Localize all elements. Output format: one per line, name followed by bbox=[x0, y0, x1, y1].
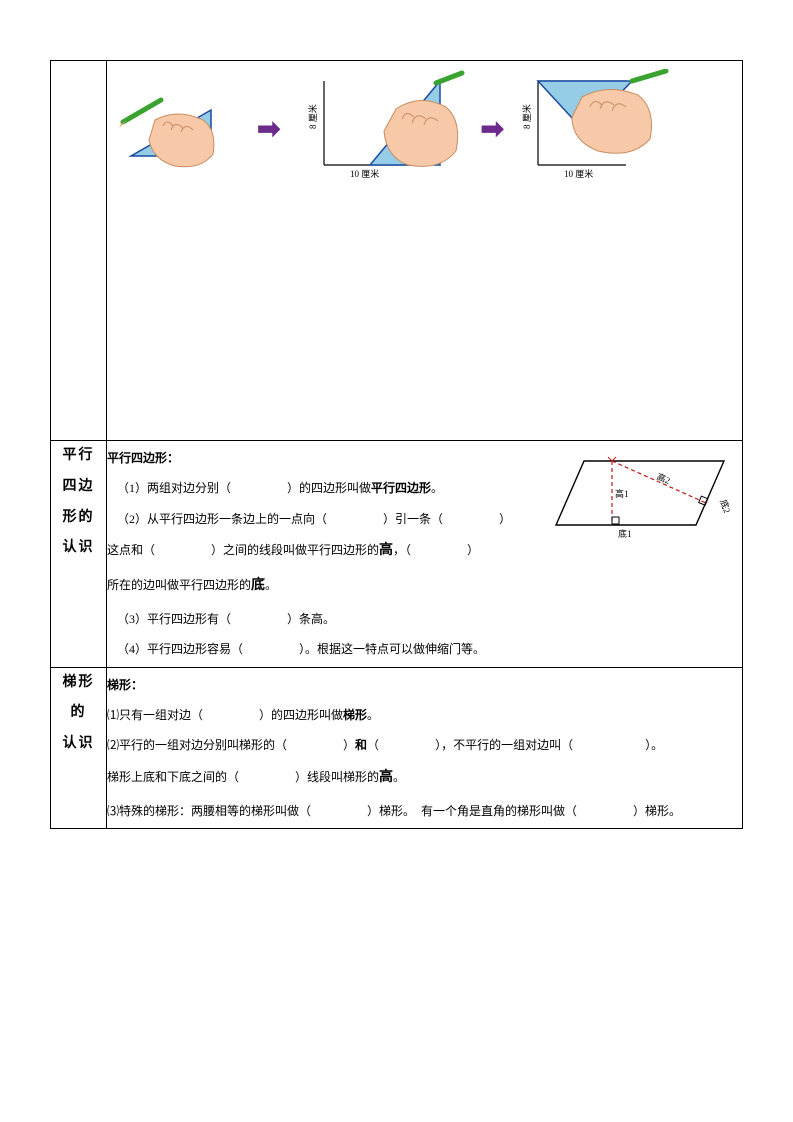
b2-label: 底2 bbox=[718, 498, 733, 514]
row2-content: 高1 高2 底1 底2 平行四边形： （1）两组对边分别（）的四边形叫做平行四边… bbox=[107, 441, 743, 668]
arrow-icon: ➡ bbox=[257, 112, 280, 146]
step3-xlabel: 10 厘米 bbox=[564, 168, 593, 179]
arrow-icon: ➡ bbox=[480, 112, 503, 146]
parallelogram-diagram: 高1 高2 底1 底2 bbox=[548, 445, 738, 545]
diagram-strip: ➡ 8 厘米 10 厘米 bbox=[107, 61, 742, 189]
row3-label: 梯形 的 认识 bbox=[51, 667, 107, 828]
row2-label-l3: 形的 bbox=[51, 503, 106, 534]
row2-label: 平行 四边 形的 认识 bbox=[51, 441, 107, 668]
row3-label-l3: 认识 bbox=[51, 729, 106, 760]
row3-content: 梯形： ⑴只有一组对边（）的四边形叫做梯形。 ⑵平行的一组对边分别叫梯形的（）和… bbox=[107, 667, 743, 828]
step2-diagram: 8 厘米 10 厘米 bbox=[290, 69, 470, 189]
step3-ylabel: 8 厘米 bbox=[521, 104, 532, 129]
row3-p2b: 梯形上底和下底之间的（）线段叫梯形的高。 bbox=[107, 763, 742, 794]
h1-label: 高1 bbox=[615, 488, 629, 499]
row3-label-l2: 的 bbox=[51, 698, 106, 729]
step2-xlabel: 10 厘米 bbox=[350, 168, 379, 179]
row3-p2a: ⑵平行的一组对边分别叫梯形的（）和（），不平行的一组对边叫（）。 bbox=[107, 732, 742, 758]
row1-content: ➡ 8 厘米 10 厘米 bbox=[107, 61, 743, 441]
row1-label bbox=[51, 61, 107, 441]
step1-diagram bbox=[117, 74, 247, 184]
step2-ylabel: 8 厘米 bbox=[307, 104, 318, 129]
row2-p2c: 所在的边叫做平行四边形的底。 bbox=[107, 571, 742, 602]
row2-p3: （3）平行四边形有（）条高。 bbox=[107, 606, 742, 632]
b1-label: 底1 bbox=[618, 528, 632, 539]
row2-p4: （4）平行四边形容易（）。根据这一特点可以做伸缩门等。 bbox=[107, 636, 742, 662]
row2-label-l1: 平行 bbox=[51, 441, 106, 472]
row3-p1: ⑴只有一组对边（）的四边形叫做梯形。 bbox=[107, 702, 742, 728]
row3-title: 梯形： bbox=[107, 672, 742, 698]
row2-label-l4: 认识 bbox=[51, 533, 106, 564]
step3-diagram: 8 厘米 10 厘米 bbox=[514, 69, 684, 189]
row2-label-l2: 四边 bbox=[51, 472, 106, 503]
row3-p3: ⑶特殊的梯形：两腰相等的梯形叫做（）梯形。 有一个角是直角的梯形叫做（）梯形。 bbox=[107, 798, 742, 824]
h2-label: 高2 bbox=[655, 471, 672, 486]
row3-label-l1: 梯形 bbox=[51, 668, 106, 699]
